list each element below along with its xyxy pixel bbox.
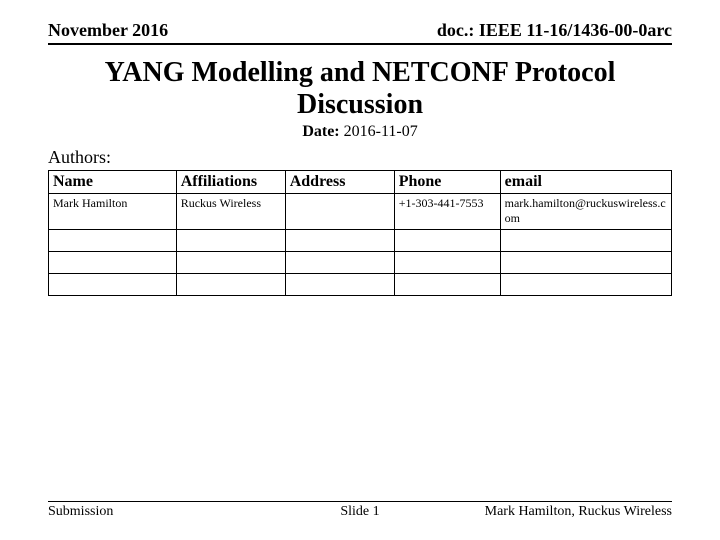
table-row xyxy=(49,230,672,252)
cell-address xyxy=(285,274,394,296)
footer-left: Submission xyxy=(48,504,113,520)
authors-table: Name Affiliations Address Phone email Ma… xyxy=(48,170,672,296)
table-row xyxy=(49,274,672,296)
cell-affiliations xyxy=(176,230,285,252)
col-header-email: email xyxy=(500,171,671,194)
cell-affiliations xyxy=(176,274,285,296)
cell-address xyxy=(285,252,394,274)
cell-name xyxy=(49,230,177,252)
page-title: YANG Modelling and NETCONF Protocol Disc… xyxy=(48,57,672,121)
cell-email xyxy=(500,230,671,252)
cell-name: Mark Hamilton xyxy=(49,194,177,230)
col-header-name: Name xyxy=(49,171,177,194)
cell-phone xyxy=(394,274,500,296)
authors-tbody: Mark Hamilton Ruckus Wireless +1-303-441… xyxy=(49,194,672,296)
table-row xyxy=(49,252,672,274)
authors-label: Authors: xyxy=(48,147,672,168)
date-line: Date: 2016-11-07 xyxy=(48,123,672,141)
cell-name xyxy=(49,274,177,296)
date-value: 2016-11-07 xyxy=(344,123,418,140)
authors-thead: Name Affiliations Address Phone email xyxy=(49,171,672,194)
header-date: November 2016 xyxy=(48,20,168,41)
header-doc-id: doc.: IEEE 11-16/1436-00-0arc xyxy=(437,20,672,41)
cell-affiliations: Ruckus Wireless xyxy=(176,194,285,230)
header-row: November 2016 doc.: IEEE 11-16/1436-00-0… xyxy=(48,20,672,45)
cell-phone xyxy=(394,252,500,274)
col-header-affiliations: Affiliations xyxy=(176,171,285,194)
col-header-phone: Phone xyxy=(394,171,500,194)
cell-name xyxy=(49,252,177,274)
authors-header-row: Name Affiliations Address Phone email xyxy=(49,171,672,194)
footer-right: Mark Hamilton, Ruckus Wireless xyxy=(485,504,672,520)
cell-phone xyxy=(394,230,500,252)
cell-address xyxy=(285,194,394,230)
table-row: Mark Hamilton Ruckus Wireless +1-303-441… xyxy=(49,194,672,230)
cell-address xyxy=(285,230,394,252)
cell-phone: +1-303-441-7553 xyxy=(394,194,500,230)
cell-email xyxy=(500,274,671,296)
footer: Submission Slide 1 Mark Hamilton, Ruckus… xyxy=(48,501,672,520)
cell-email: mark.hamilton@ruckuswireless.com xyxy=(500,194,671,230)
cell-email xyxy=(500,252,671,274)
date-label: Date: xyxy=(302,123,339,140)
cell-affiliations xyxy=(176,252,285,274)
col-header-address: Address xyxy=(285,171,394,194)
